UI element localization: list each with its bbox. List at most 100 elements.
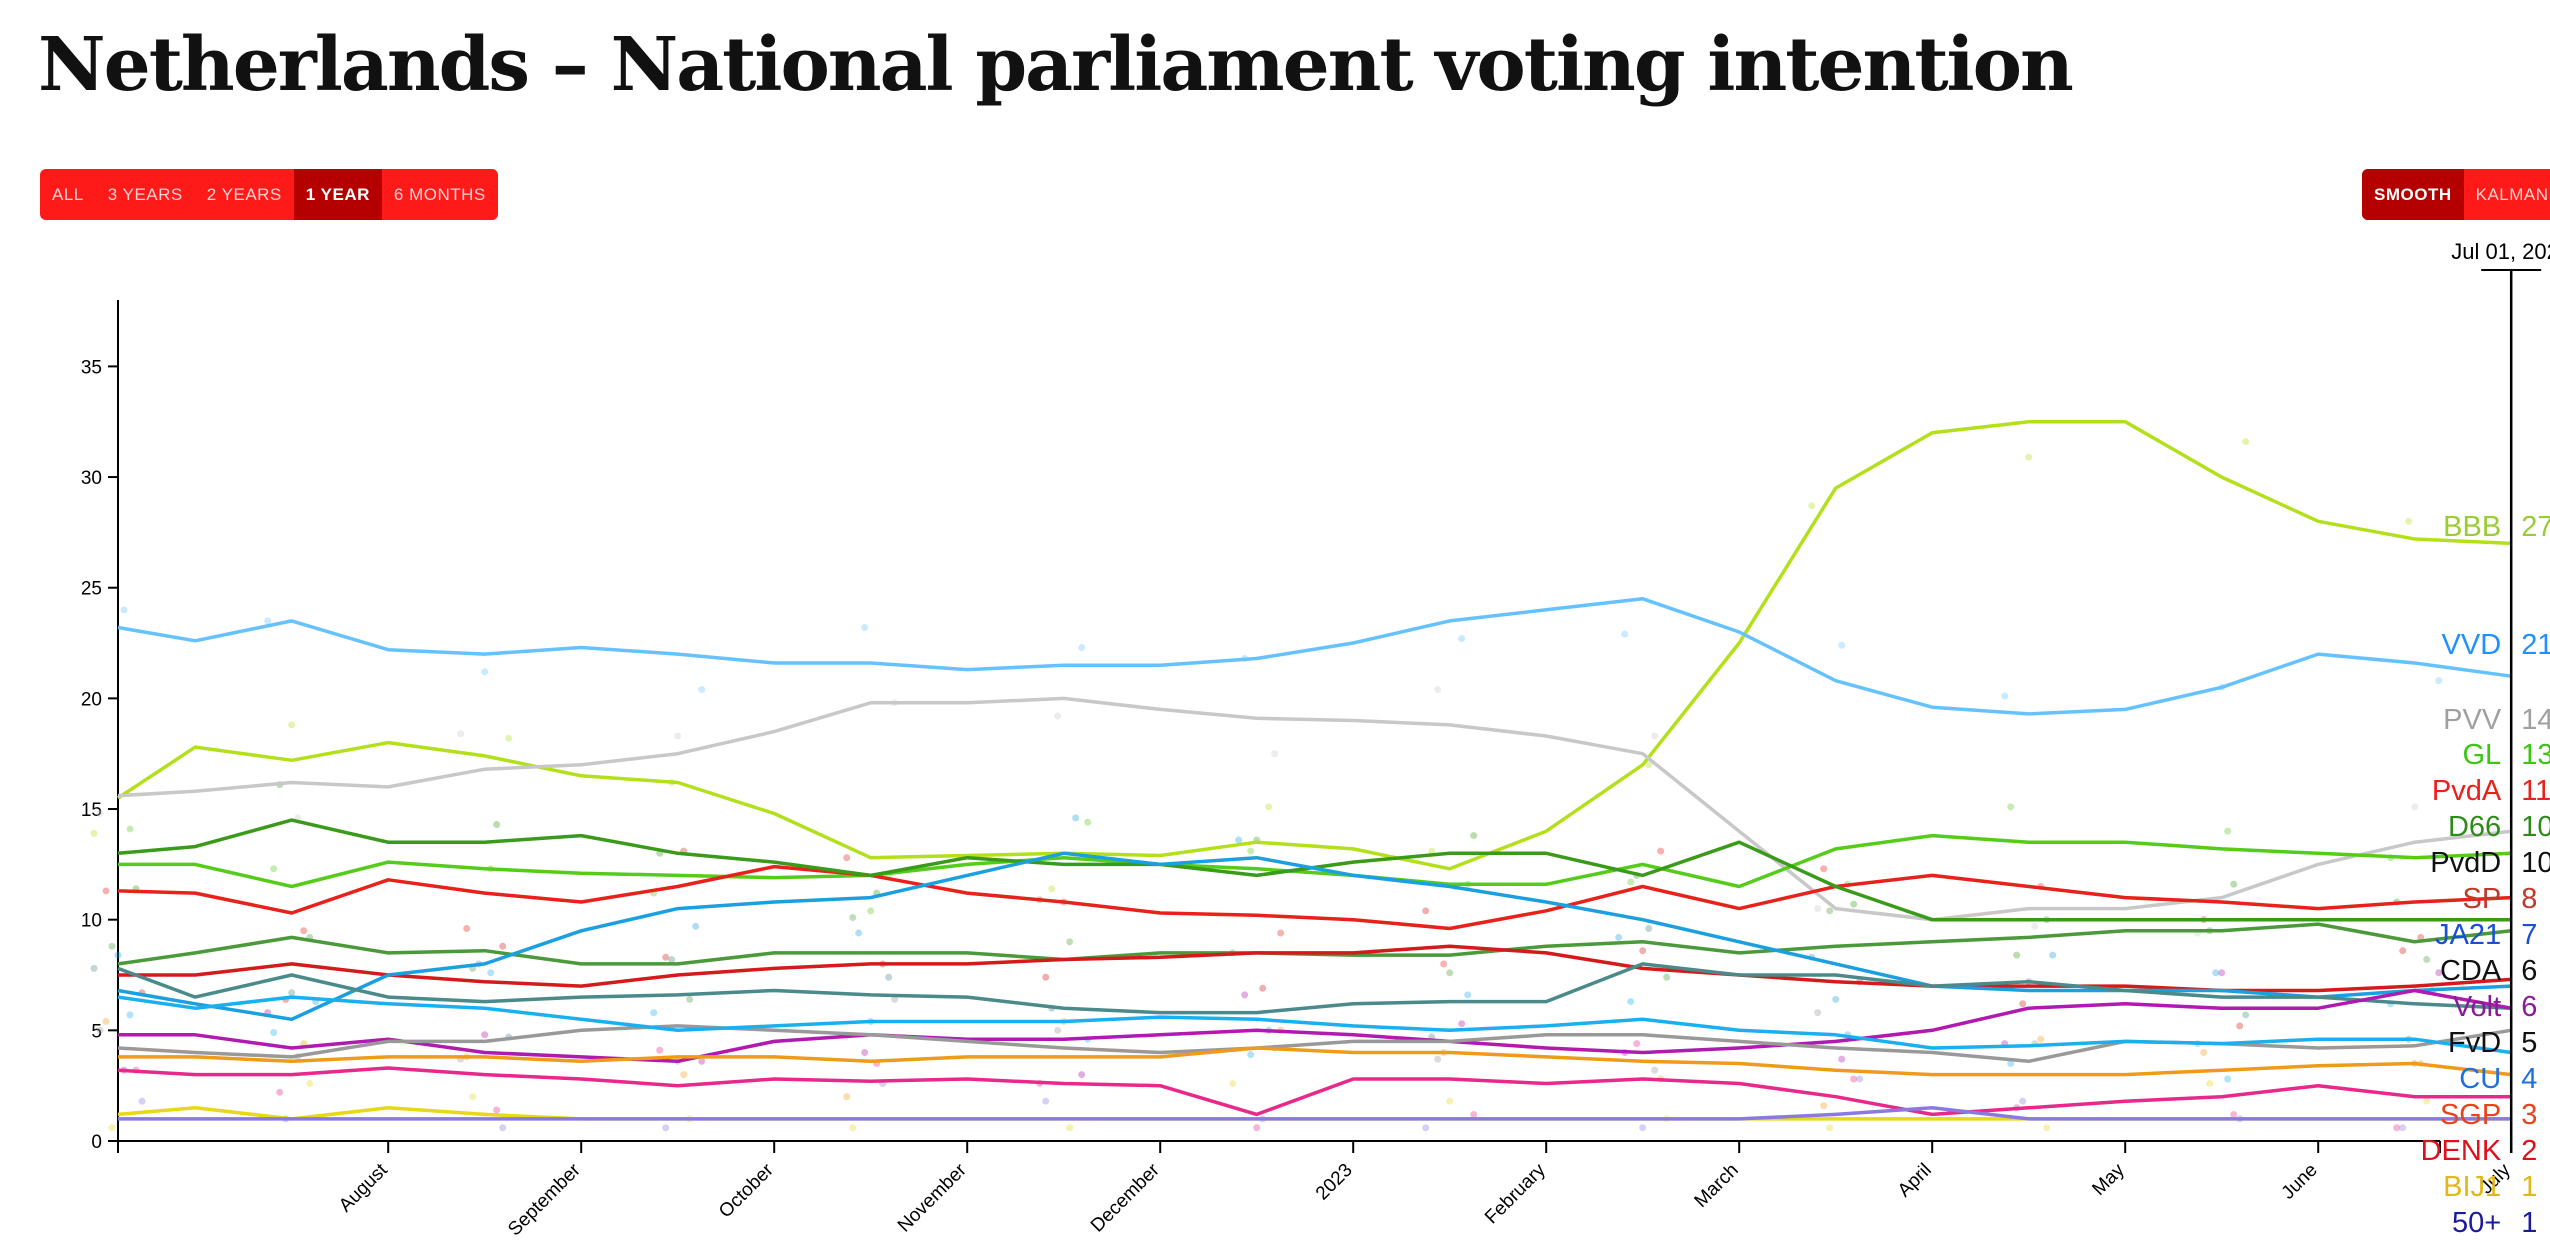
series-line-gl[interactable] <box>118 833 2512 889</box>
poll-dot <box>1078 1071 1086 1079</box>
series-label-value: 5 <box>2521 1027 2537 1059</box>
poll-dot <box>1621 630 1629 638</box>
series-label-value: 8 <box>2521 883 2537 915</box>
time-range-selector: ALL 3 YEARS 2 YEARS 1 YEAR 6 MONTHS <box>40 169 498 220</box>
series-label-name: BIJ1 <box>2443 1171 2501 1203</box>
series-label-value: 11 <box>2521 775 2550 807</box>
series-line-vvd[interactable] <box>117 597 2512 716</box>
poll-dot <box>1259 984 1267 992</box>
poll-dot <box>867 907 875 915</box>
poll-dot <box>2025 453 2033 461</box>
series-label-value: 6 <box>2521 955 2537 987</box>
poll-dot <box>96 1026 104 1034</box>
poll-dot <box>1615 933 1623 941</box>
x-tick-label: May <box>2088 1159 2129 1200</box>
series-label-value: 3 <box>2521 1099 2537 1131</box>
series-label-value: 13 <box>2521 739 2550 771</box>
series-label-name: D66 <box>2448 811 2501 843</box>
poll-dot <box>1850 1075 1858 1083</box>
poll-dot <box>2206 1079 2214 1087</box>
poll-dot <box>1826 1124 1834 1132</box>
series-line-pvv[interactable] <box>117 696 2512 922</box>
y-tick-label: 30 <box>81 468 102 489</box>
series-label-name: Volt <box>2453 991 2501 1023</box>
series-line-sp[interactable] <box>118 944 2512 993</box>
smooth-button[interactable]: SMOOTH <box>2362 169 2464 220</box>
series-label-value: 10 <box>2521 811 2550 843</box>
poll-dot <box>90 829 98 837</box>
poll-dot <box>2435 969 2443 977</box>
range-6-months-button[interactable]: 6 MONTHS <box>382 169 498 220</box>
kalman-button[interactable]: KALMAN <box>2464 169 2550 220</box>
poll-dot <box>1434 1055 1442 1063</box>
range-all-button[interactable]: ALL <box>40 169 96 220</box>
poll-dot <box>1078 643 1086 651</box>
poll-dot <box>114 951 122 959</box>
poll-dot <box>2236 1022 2244 1030</box>
poll-dot <box>1253 1124 1261 1132</box>
poll-dot <box>662 1124 670 1132</box>
series-label-value: 1 <box>2521 1171 2537 1203</box>
x-tick-label: November <box>894 1159 971 1236</box>
x-tick-label: October <box>715 1159 778 1222</box>
poll-dot <box>108 942 116 950</box>
y-tick-label: 15 <box>81 800 102 821</box>
range-1-year-button[interactable]: 1 YEAR <box>293 169 382 220</box>
series-line-cda[interactable] <box>117 962 2512 1015</box>
poll-dot <box>126 1011 134 1019</box>
series-label-value: 21 <box>2521 629 2550 661</box>
y-tick-label: 25 <box>81 579 102 600</box>
poll-dot <box>2411 803 2419 811</box>
poll-dot <box>2043 1124 2051 1132</box>
poll-dot <box>270 865 278 873</box>
poll-dot <box>2224 1075 2232 1083</box>
series-line-denk[interactable] <box>117 1066 2512 1117</box>
series-line-d66[interactable] <box>117 818 2512 922</box>
poll-dot <box>463 925 471 933</box>
poll-dot <box>2013 951 2021 959</box>
series-label-value: 10 <box>2521 847 2550 879</box>
poll-dot <box>2399 947 2407 955</box>
series-line-bbb[interactable] <box>117 419 2512 871</box>
poll-dot <box>505 734 513 742</box>
poll-dot <box>2049 951 2057 959</box>
poll-dot <box>891 995 899 1003</box>
series-line-50[interactable] <box>118 1106 2512 1121</box>
poll-dot <box>2230 1110 2238 1118</box>
series-label-name: PvdA <box>2432 775 2502 807</box>
series-line-cu[interactable] <box>117 995 2512 1055</box>
y-tick-label: 20 <box>81 689 102 710</box>
poll-dot <box>2242 1011 2250 1019</box>
poll-dot <box>1814 1009 1822 1017</box>
series-line-pvdd[interactable] <box>117 922 2512 966</box>
poll-dot <box>120 606 128 614</box>
series-label-name: DENK <box>2421 1135 2502 1167</box>
poll-dot <box>1072 814 1080 822</box>
poll-dot <box>1639 947 1647 955</box>
poll-dot <box>855 929 863 937</box>
date-cursor-label: Jul 01, 2023 <box>2451 239 2550 264</box>
poll-dot <box>1042 1097 1050 1105</box>
poll-dot <box>1808 502 1816 510</box>
series-line-volt[interactable] <box>118 988 2512 1064</box>
poll-dot <box>1066 938 1074 946</box>
series-line-pvda[interactable] <box>117 864 2512 931</box>
x-tick-label: February <box>1481 1159 1550 1228</box>
series-line-ja21[interactable] <box>117 851 2512 1022</box>
poll-dot <box>2435 677 2443 685</box>
x-tick-label: December <box>1087 1159 1164 1236</box>
range-3-years-button[interactable]: 3 YEARS <box>96 169 195 220</box>
poll-dot <box>306 1079 314 1087</box>
x-tick-label: April <box>1894 1160 1936 1202</box>
series-line-fvd[interactable] <box>117 1024 2512 1064</box>
y-tick-label: 10 <box>81 911 102 932</box>
poll-dot <box>2230 880 2238 888</box>
poll-dot <box>1856 1075 1864 1083</box>
series-line-sgp[interactable] <box>118 1046 2512 1077</box>
poll-dot <box>126 825 134 833</box>
poll-dot <box>1850 900 1858 908</box>
poll-dot <box>1422 1124 1430 1132</box>
poll-dot <box>1657 847 1665 855</box>
range-2-years-button[interactable]: 2 YEARS <box>195 169 294 220</box>
